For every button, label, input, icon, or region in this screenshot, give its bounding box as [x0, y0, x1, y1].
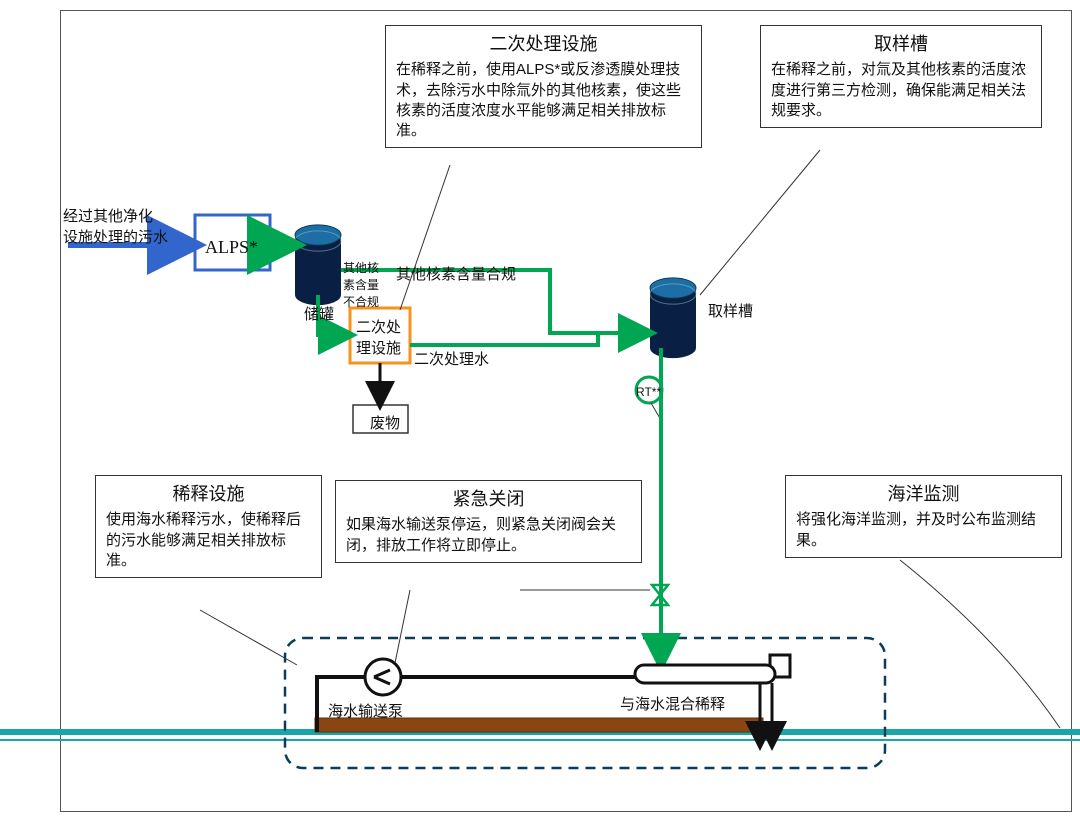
label-secondary-facility: 二次处 理设施 [356, 316, 401, 358]
label-storage-tank: 储罐 [304, 303, 334, 324]
callout-body: 在稀释之前，使用ALPS*或反渗透膜处理技术，去除污水中除氚外的其他核素，使这些… [396, 60, 691, 141]
label-compliant: 其他核素含量合规 [396, 263, 516, 284]
callout-body: 将强化海洋监测，并及时公布监测结果。 [796, 510, 1051, 551]
callout-body: 使用海水稀释污水，使稀释后的污水能够满足相关排放标准。 [106, 510, 311, 571]
label-secondary-water: 二次处理水 [414, 348, 489, 369]
callout-title: 稀释设施 [106, 482, 311, 506]
callout-dilution-facility: 稀释设施 使用海水稀释污水，使稀释后的污水能够满足相关排放标准。 [95, 475, 322, 578]
label-alps: ALPS* [205, 237, 258, 258]
callout-secondary-treatment: 二次处理设施 在稀释之前，使用ALPS*或反渗透膜处理技术，去除污水中除氚外的其… [385, 25, 702, 148]
callout-title: 二次处理设施 [396, 32, 691, 56]
callout-title: 海洋监测 [796, 482, 1051, 506]
callout-title: 紧急关闭 [346, 487, 631, 511]
callout-body: 在稀释之前，对氚及其他核素的活度浓度进行第三方检测，确保能满足相关法规要求。 [771, 60, 1031, 121]
label-non-compliant: 其他核 素含量 不合规 [343, 259, 379, 310]
label-inlet-water: 经过其他净化 设施处理的污水 [63, 205, 168, 247]
callout-sampling-tank: 取样槽 在稀释之前，对氚及其他核素的活度浓度进行第三方检测，确保能满足相关法规要… [760, 25, 1042, 128]
label-sampling-tank: 取样槽 [708, 300, 753, 321]
callout-body: 如果海水输送泵停运，则紧急关闭阀会关闭，排放工作将立即停止。 [346, 515, 631, 556]
label-seawater-pump: 海水输送泵 [328, 700, 403, 721]
label-rt: RT** [636, 385, 661, 399]
callout-emergency-shutdown: 紧急关闭 如果海水输送泵停运，则紧急关闭阀会关闭，排放工作将立即停止。 [335, 480, 642, 563]
callout-title: 取样槽 [771, 32, 1031, 56]
callout-marine-monitoring: 海洋监测 将强化海洋监测，并及时公布监测结果。 [785, 475, 1062, 558]
label-waste: 废物 [370, 412, 400, 433]
label-seawater-mix: 与海水混合稀释 [620, 693, 725, 714]
